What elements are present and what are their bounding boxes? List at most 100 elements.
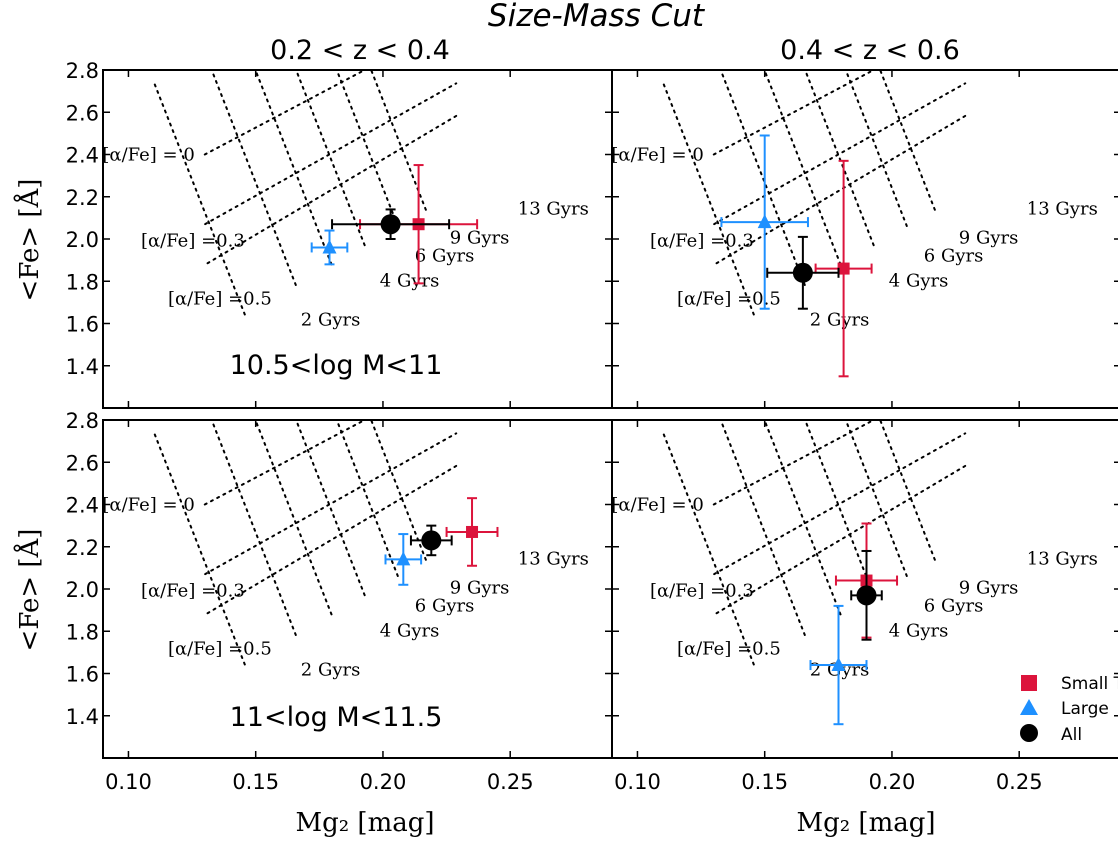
y-tick-label: 1.4 — [66, 355, 99, 379]
alpha-label-0: [α/Fe] = 0 — [611, 495, 703, 516]
y-tick-label: 2.8 — [66, 409, 99, 433]
x-tick-label: 0.10 — [105, 770, 152, 794]
iso-age-line — [335, 70, 399, 227]
iso-alpha-line — [713, 82, 967, 226]
iso-age-line — [295, 70, 366, 247]
y-tick-label: 1.6 — [66, 313, 99, 337]
iso-age-line — [254, 70, 333, 266]
iso-age-line — [210, 70, 297, 286]
marker-small — [466, 525, 479, 538]
legend: Small T Large All — [1020, 674, 1118, 745]
model-grid — [662, 420, 969, 666]
alpha-label-0: [α/Fe] = 0 — [102, 495, 194, 516]
marker-all — [856, 585, 877, 606]
panel-0-0: [α/Fe] = 0 [α/Fe] =0.3 [α/Fe] =0.5 2 Gyrs 4 … — [66, 59, 613, 409]
age-label-2: 2 Gyrs — [810, 310, 870, 331]
iso-age-line — [879, 420, 936, 561]
iso-age-line — [804, 70, 875, 247]
iso-age-line — [254, 420, 333, 616]
iso-alpha-line — [203, 420, 367, 506]
age-label-6: 6 Gyrs — [924, 596, 984, 617]
marker-small — [837, 262, 850, 275]
marker-all — [421, 530, 442, 551]
iso-alpha-line — [712, 70, 876, 156]
iso-age-line — [719, 70, 806, 286]
age-label-4: 4 Gyrs — [889, 271, 949, 292]
x-tick-label: 0.25 — [487, 770, 534, 794]
iso-alpha-line — [206, 113, 460, 265]
model-grid — [153, 70, 460, 316]
alpha-label-03: [α/Fe] =0.3 — [650, 231, 754, 252]
iso-alpha-line — [204, 82, 458, 226]
marker-large — [396, 551, 411, 566]
iso-age-line — [719, 420, 806, 636]
y-axis-label-bottom: <Fe> [Å] — [13, 529, 45, 652]
age-label-6: 6 Gyrs — [924, 246, 984, 267]
age-label-4: 4 Gyrs — [889, 621, 949, 642]
marker-large — [757, 214, 772, 229]
marker-large — [322, 239, 337, 254]
x-tick-label: 0.20 — [360, 770, 407, 794]
iso-alpha-line — [713, 432, 967, 576]
age-label-4: 4 Gyrs — [380, 621, 440, 642]
marker-large — [831, 657, 846, 672]
y-tick-label: 2.2 — [66, 186, 99, 210]
y-tick-label: 1.4 — [66, 705, 99, 729]
y-tick-label: 2.6 — [66, 451, 99, 475]
model-grid — [153, 420, 460, 666]
iso-age-line — [763, 420, 842, 616]
y-tick-label: 2.0 — [66, 228, 99, 252]
alpha-label-05: [α/Fe] =0.5 — [168, 639, 272, 660]
model-grid — [662, 70, 969, 316]
iso-age-line — [879, 70, 936, 211]
column-title-low-z: 0.2 < z < 0.4 — [270, 35, 450, 66]
iso-age-line — [662, 433, 755, 666]
alpha-label-03: [α/Fe] =0.3 — [650, 581, 754, 602]
legend-marker-large — [1020, 699, 1038, 715]
x-axis-label-right: Mg₂ [mag] — [796, 808, 935, 838]
panel-0-1: [α/Fe] = 0 [α/Fe] =0.3 [α/Fe] =0.5 2 Gyrs 4 … — [611, 69, 1118, 409]
iso-alpha-line — [715, 463, 969, 615]
age-label-13: 13 Gyrs — [518, 199, 589, 220]
chart-title: Size-Mass Cut — [488, 0, 706, 34]
alpha-label-03: [α/Fe] =0.3 — [141, 581, 245, 602]
iso-alpha-line — [203, 70, 367, 156]
y-axis-label-top: <Fe> [Å] — [13, 179, 45, 302]
y-tick-label: 2.4 — [66, 494, 99, 518]
alpha-label-05: [α/Fe] =0.5 — [168, 289, 272, 310]
iso-age-line — [210, 420, 297, 636]
y-tick-label: 2.8 — [66, 59, 99, 83]
age-label-9: 9 Gyrs — [450, 578, 510, 599]
panel-1-0: [α/Fe] = 0 [α/Fe] =0.3 [α/Fe] =0.5 2 Gyrs 4 … — [66, 409, 613, 794]
row-label-low-mass: 10.5<log M<11 — [230, 350, 443, 381]
age-label-9: 9 Gyrs — [450, 228, 510, 249]
iso-age-line — [153, 83, 246, 316]
iso-age-line — [370, 70, 427, 211]
iso-age-line — [295, 420, 366, 597]
x-tick-label: 0.25 — [996, 770, 1043, 794]
legend-label-large: Large — [1061, 699, 1109, 719]
alpha-label-0: [α/Fe] = 0 — [102, 145, 194, 166]
marker-all — [792, 262, 813, 283]
y-tick-label: 1.8 — [66, 270, 99, 294]
iso-age-line — [335, 420, 399, 577]
x-axis-label-left: Mg₂ [mag] — [295, 808, 434, 838]
legend-label-all: All — [1061, 725, 1082, 745]
iso-age-line — [804, 420, 875, 597]
panel-group: [α/Fe] = 0 [α/Fe] =0.3 [α/Fe] =0.5 2 Gyrs 4 … — [66, 59, 1118, 794]
age-label-9: 9 Gyrs — [959, 228, 1019, 249]
x-tick-label: 0.20 — [869, 770, 916, 794]
legend-label-small: Small T — [1061, 674, 1118, 694]
iso-alpha-line — [712, 420, 876, 506]
iso-alpha-line — [715, 113, 969, 265]
iso-age-line — [662, 83, 755, 316]
age-label-6: 6 Gyrs — [415, 596, 475, 617]
y-tick-label: 1.8 — [66, 620, 99, 644]
y-tick-label: 2.2 — [66, 536, 99, 560]
marker-all — [380, 214, 401, 235]
age-label-2: 2 Gyrs — [301, 310, 361, 331]
column-title-high-z: 0.4 < z < 0.6 — [780, 35, 960, 66]
row-label-high-mass: 11<log M<11.5 — [230, 702, 443, 733]
